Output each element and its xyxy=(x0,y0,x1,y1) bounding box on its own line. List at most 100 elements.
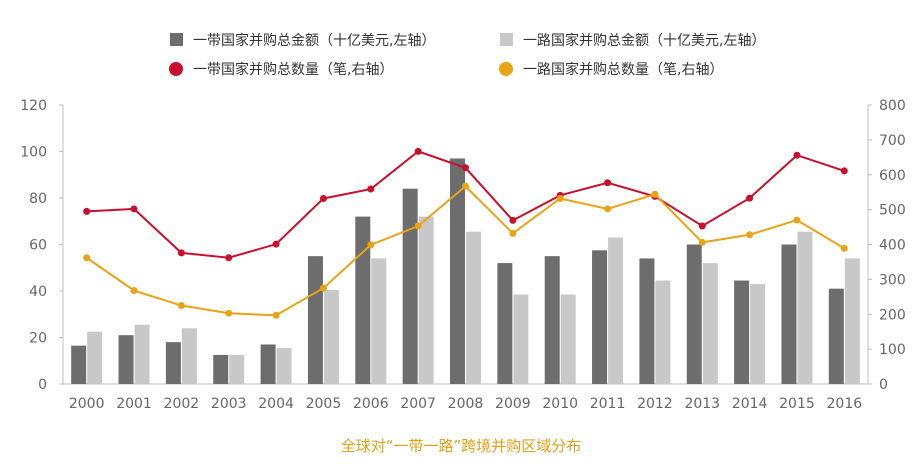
x-axis-tick-label: 2007 xyxy=(400,396,436,412)
x-axis-tick-label: 2006 xyxy=(353,396,389,412)
point-road-count xyxy=(177,302,185,310)
point-road-count xyxy=(604,205,612,213)
legend-label-belt-amount: 一带国家并购总金额（十亿美元,左轴） xyxy=(193,32,435,49)
point-road-count xyxy=(651,190,659,198)
bar-belt-amount xyxy=(639,258,655,384)
right-axis-tick-label: 800 xyxy=(879,98,906,114)
bar-belt-amount xyxy=(118,335,134,384)
legend: 一带国家并购总金额（十亿美元,左轴） 一路国家并购总金额（十亿美元,左轴） 一带… xyxy=(169,32,765,78)
bar-belt-amount xyxy=(307,256,323,384)
x-axis-tick-label: 2013 xyxy=(684,396,720,412)
right-axis-tick-label: 100 xyxy=(879,342,906,358)
point-road-count xyxy=(556,194,564,202)
bar-belt-amount xyxy=(828,288,844,384)
point-belt-count xyxy=(462,164,469,172)
bar-road-amount xyxy=(181,328,197,384)
point-road-count xyxy=(414,222,422,230)
bar-road-amount xyxy=(560,294,576,384)
right-axis-tick-label: 400 xyxy=(879,238,906,254)
point-road-count xyxy=(462,182,469,190)
point-belt-count xyxy=(367,185,375,193)
left-axis-tick-label: 80 xyxy=(29,191,47,207)
x-axis-tick-label: 2008 xyxy=(448,396,484,412)
point-road-count xyxy=(130,287,138,295)
legend-label-road-count: 一路国家并购总数量（笔,右轴） xyxy=(523,61,723,78)
bar-belt-amount xyxy=(165,342,181,384)
x-axis-tick-label: 2005 xyxy=(306,396,342,412)
left-axis-tick-label: 100 xyxy=(20,145,47,161)
bar-road-amount xyxy=(323,289,339,384)
point-belt-count xyxy=(177,249,185,257)
bar-road-amount xyxy=(797,231,813,384)
point-road-count xyxy=(840,244,848,252)
left-axis-tick-label: 20 xyxy=(29,331,47,347)
x-axis-tick-label: 2000 xyxy=(69,396,105,412)
axes: 0 20 40 60 80 100 120 0 100 200 300 400 500 600 700 800… xyxy=(20,98,905,412)
point-belt-count xyxy=(130,205,138,213)
bar-road-amount xyxy=(418,216,434,384)
right-axis-tick-label: 200 xyxy=(879,307,906,323)
left-axis-tick-label: 60 xyxy=(29,238,47,254)
point-belt-count xyxy=(793,151,801,159)
bar-belt-amount xyxy=(450,158,465,384)
point-road-count xyxy=(319,284,327,292)
left-axis-tick-label: 120 xyxy=(20,98,47,114)
x-axis-tick-label: 2009 xyxy=(495,396,531,412)
bar-belt-amount xyxy=(402,188,418,384)
x-axis-tick-label: 2011 xyxy=(590,396,626,412)
bar-road-amount xyxy=(87,331,103,384)
point-road-count xyxy=(367,241,375,249)
point-road-count xyxy=(509,229,517,237)
x-axis-tick-label: 2003 xyxy=(211,396,247,412)
bar-road-amount xyxy=(750,284,766,384)
bar-belt-amount xyxy=(355,216,371,384)
point-belt-count xyxy=(509,216,517,224)
bar-belt-amount xyxy=(260,344,276,384)
right-axis-tick-label: 300 xyxy=(879,272,906,288)
x-axis-tick-label: 2010 xyxy=(542,396,578,412)
point-road-count xyxy=(272,311,280,319)
x-axis-tick-label: 2001 xyxy=(116,396,152,412)
bar-belt-amount xyxy=(686,244,702,384)
bars xyxy=(71,158,860,384)
right-axis-tick-label: 0 xyxy=(879,377,888,393)
bar-road-amount xyxy=(276,347,292,384)
bar-road-amount xyxy=(655,280,671,384)
lines xyxy=(83,147,848,319)
bar-road-amount xyxy=(371,258,387,384)
legend-swatch-road-amount xyxy=(500,33,513,46)
x-axis-tick-label: 2014 xyxy=(732,396,768,412)
bar-belt-amount xyxy=(734,280,750,384)
point-belt-count xyxy=(272,240,280,248)
point-belt-count xyxy=(225,254,233,262)
left-axis-tick-label: 0 xyxy=(38,377,47,393)
x-axis-tick-label: 2012 xyxy=(637,396,673,412)
legend-swatch-belt-amount xyxy=(170,33,183,46)
point-road-count xyxy=(746,231,754,239)
x-axis-tick-label: 2016 xyxy=(827,396,863,412)
bar-road-amount xyxy=(229,354,245,384)
right-axis-tick-label: 500 xyxy=(879,203,906,219)
legend-label-belt-count: 一带国家并购总数量（笔,右轴） xyxy=(193,61,393,78)
point-road-count xyxy=(225,309,233,317)
x-axis-tick-label: 2015 xyxy=(779,396,815,412)
bar-road-amount xyxy=(513,294,529,384)
point-road-count xyxy=(793,216,801,224)
bar-belt-amount xyxy=(71,345,87,384)
x-axis-tick-label: 2002 xyxy=(164,396,200,412)
bar-belt-amount xyxy=(592,250,608,384)
point-belt-count xyxy=(746,194,754,202)
point-belt-count xyxy=(698,222,706,230)
bar-road-amount xyxy=(844,258,860,384)
legend-label-road-amount: 一路国家并购总金额（十亿美元,左轴） xyxy=(523,32,765,49)
point-road-count xyxy=(83,254,91,262)
right-axis-tick-label: 700 xyxy=(879,133,906,149)
bar-belt-amount xyxy=(213,354,229,384)
bar-belt-amount xyxy=(781,244,797,384)
bar-road-amount xyxy=(702,263,718,384)
legend-swatch-belt-count xyxy=(169,62,183,76)
right-axis-tick-label: 600 xyxy=(879,168,906,184)
point-belt-count xyxy=(83,207,91,215)
point-belt-count xyxy=(604,179,612,187)
